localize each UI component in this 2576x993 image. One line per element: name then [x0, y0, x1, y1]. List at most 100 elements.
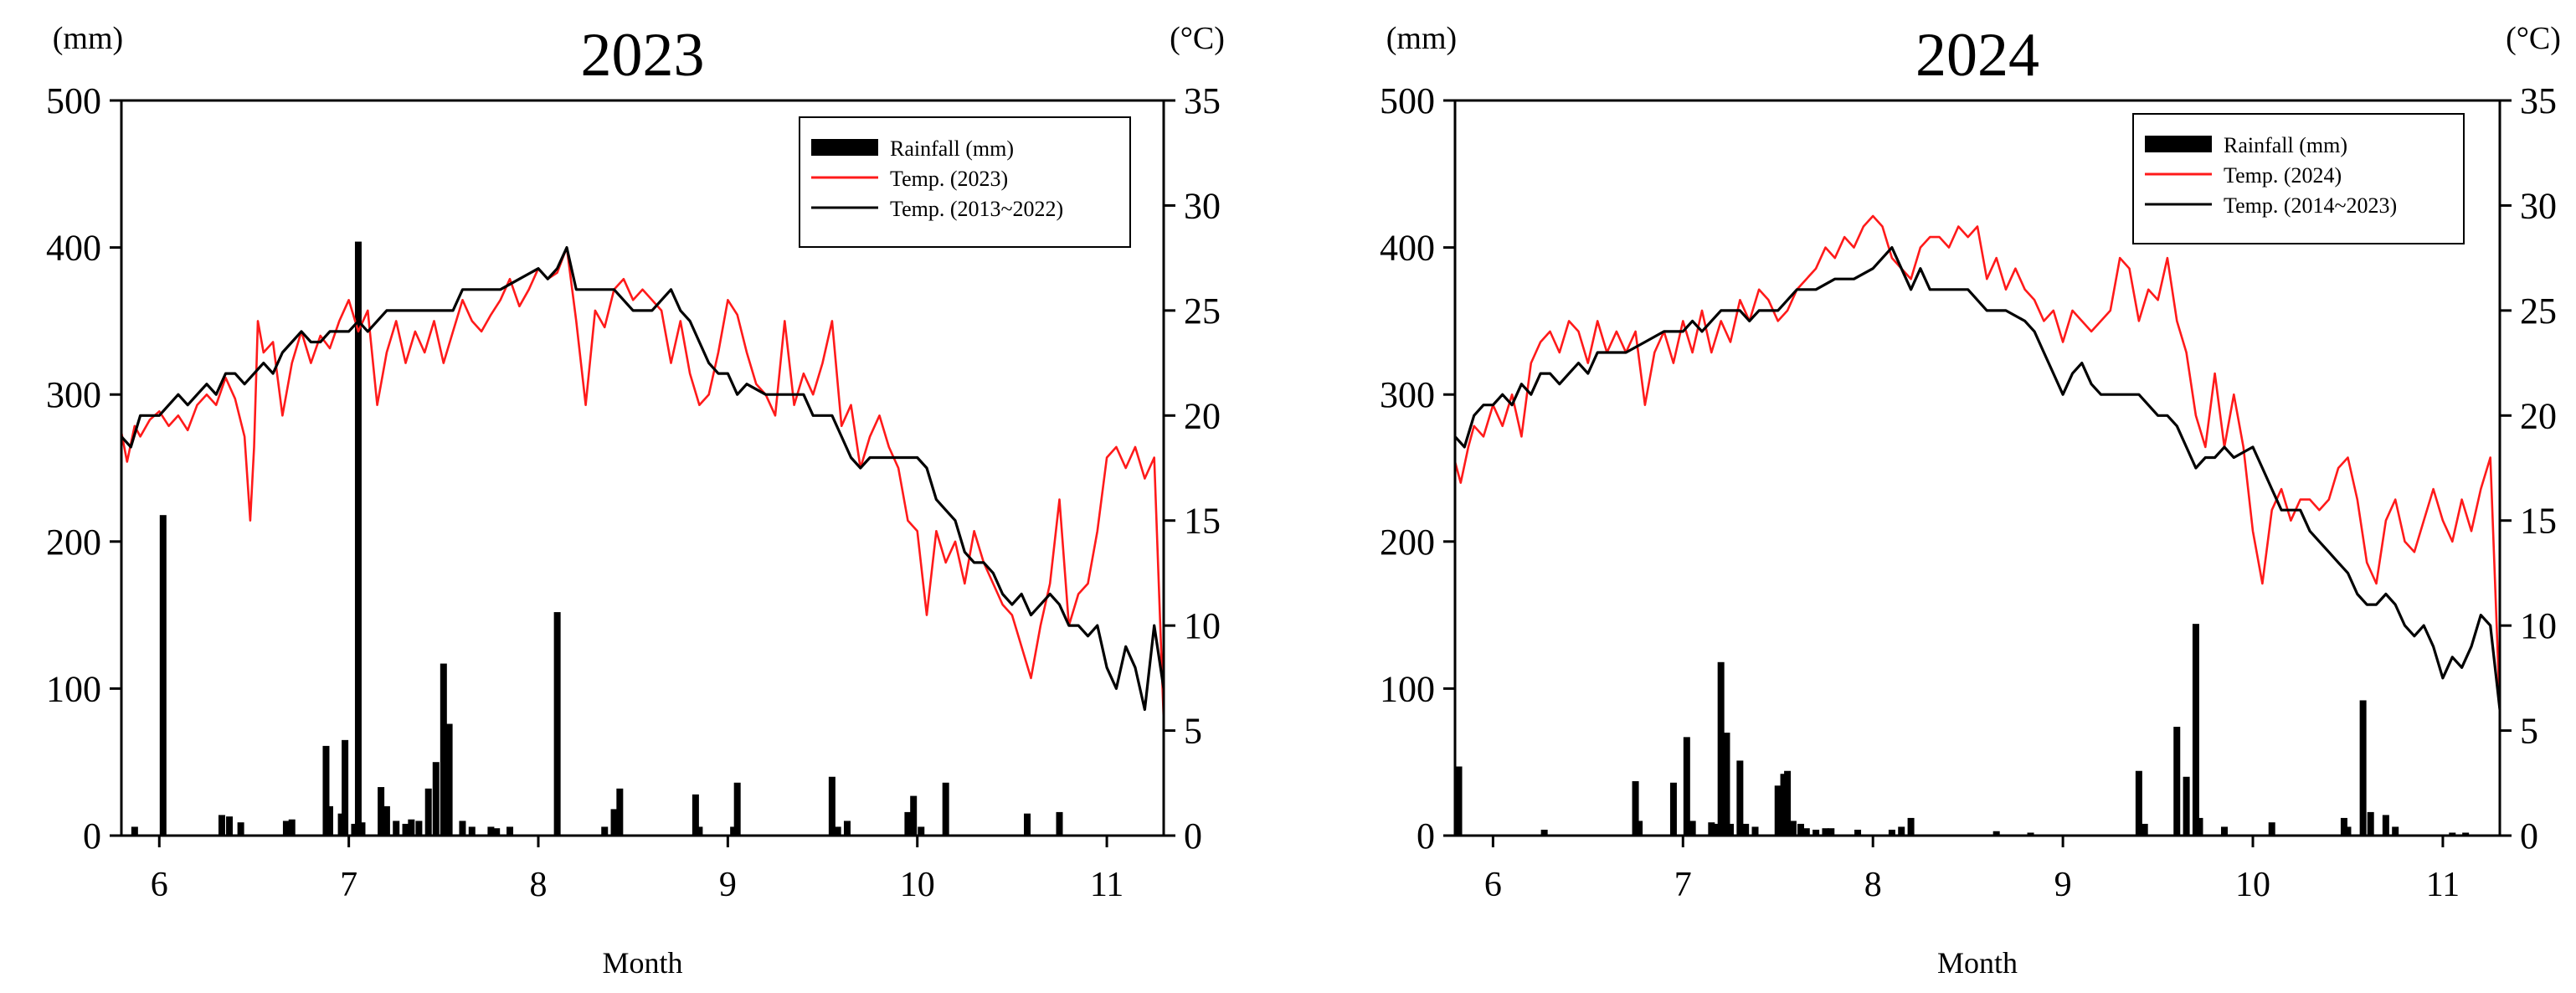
- rainfall-bar: [1812, 829, 1820, 836]
- rainfall-bar: [445, 723, 453, 836]
- rainfall-bar: [342, 739, 349, 836]
- left-axis-unit: (mm): [53, 21, 123, 56]
- x-tick-label: 6: [151, 866, 168, 904]
- rainfall-bar: [1727, 823, 1735, 836]
- legend-label: Temp. (2014~2023): [2224, 193, 2397, 218]
- rainfall-bar: [493, 828, 501, 836]
- right-tick-label: 30: [2520, 185, 2557, 226]
- x-tick-label: 9: [2054, 866, 2072, 904]
- rainfall-bar: [1828, 828, 1835, 836]
- plot-frame: [120, 99, 1165, 837]
- temp-current-line: [1453, 214, 2501, 710]
- legend-rainfall-swatch: [811, 139, 878, 156]
- right-tick-label: 35: [1184, 80, 1221, 121]
- rainfall-bar: [393, 821, 400, 836]
- rainfall-bar: [1888, 829, 1895, 836]
- x-tick-label: 10: [900, 866, 935, 904]
- rainfall-bar: [2183, 776, 2190, 836]
- chart-2023: 2023 (mm) (°C) Month 0 100 200 300 400 500 0 5 10 15 2…: [46, 21, 1225, 980]
- rainfall-bar: [2367, 811, 2374, 836]
- rainfall-bar: [282, 821, 290, 836]
- rainfall-bar: [358, 822, 366, 836]
- rainfall-bar: [918, 826, 925, 836]
- left-axis-unit: (mm): [1386, 21, 1457, 56]
- rainfall-bar: [1689, 821, 1696, 836]
- rainfall-bar: [1723, 733, 1730, 836]
- rainfall-bar: [1789, 821, 1797, 836]
- right-tick-label: 5: [1184, 711, 1202, 752]
- x-tick-label: 7: [1674, 866, 1692, 904]
- plot-frame: [1453, 99, 2501, 837]
- x-axis-label: Month: [1937, 946, 2018, 980]
- rainfall-bar: [696, 826, 703, 836]
- x-tick-label: 8: [530, 866, 548, 904]
- rainfall-bar: [131, 826, 138, 836]
- rainfall-bar: [218, 815, 225, 836]
- rainfall-bar: [904, 811, 912, 836]
- rainfall-bar: [506, 826, 514, 836]
- rainfall-bar: [2449, 832, 2456, 836]
- left-tick-label: 200: [1380, 522, 1435, 563]
- right-tick-label: 15: [2520, 501, 2557, 542]
- rainfall-bar: [337, 813, 345, 836]
- rainfall-bar: [2027, 832, 2034, 836]
- rainfall-bar: [1742, 823, 1750, 836]
- legend-label: Rainfall (mm): [2224, 133, 2347, 157]
- rainfall-bar: [424, 788, 432, 836]
- rainfall-bar: [730, 826, 738, 836]
- rainfall-bar: [2220, 826, 2228, 836]
- rainfall-bar: [408, 819, 415, 836]
- rainfall-bar: [1683, 737, 1690, 836]
- rainfall-bar: [1784, 770, 1792, 836]
- rainfall-bar: [237, 822, 244, 836]
- rainfall-bar: [1774, 785, 1782, 836]
- rainfall-bar: [1455, 766, 1463, 836]
- rainfall-bar: [487, 826, 495, 836]
- x-tick-label: 9: [719, 866, 737, 904]
- rainfall-bar: [1898, 826, 1905, 836]
- rainfall-bar: [834, 826, 841, 836]
- left-tick-label: 300: [1380, 374, 1435, 415]
- left-tick-label: 400: [1380, 228, 1435, 269]
- rainfall-bar: [1907, 817, 1915, 836]
- rainfall-bar: [733, 782, 741, 836]
- rainfall-bar: [1797, 823, 1804, 836]
- rainfall-bar: [1780, 774, 1787, 836]
- rainfall-bar: [459, 821, 466, 836]
- x-tick-label: 8: [1864, 866, 1882, 904]
- legend-label: Temp. (2024): [2224, 163, 2342, 188]
- rainfall-bar: [2462, 832, 2470, 836]
- rainfall-bar: [468, 826, 476, 836]
- rainfall-bar: [942, 782, 949, 836]
- rainfall-bar: [2382, 815, 2389, 836]
- right-axis-unit: (°C): [1170, 21, 1225, 56]
- rainfall-bar: [2173, 727, 2181, 836]
- rainfall-bar: [440, 663, 447, 836]
- rainfall-bar: [2268, 822, 2275, 836]
- rainfall-bar: [2359, 700, 2367, 836]
- rainfall-bar: [1802, 828, 1810, 836]
- rainfall-bar: [1736, 760, 1744, 836]
- rainfall-bar: [1708, 822, 1715, 836]
- legend-label: Rainfall (mm): [890, 136, 1014, 161]
- rainfall-bar: [1540, 829, 1548, 836]
- rainfall-bar: [2392, 826, 2399, 836]
- rainfall-bar: [354, 241, 362, 836]
- chart-2024: 2024 (mm) (°C) Month 0 100 200 300 400 500 0 5 10 15 2…: [1380, 21, 2561, 980]
- rainfall-bar: [1714, 823, 1721, 836]
- rainfall-bar: [2141, 823, 2148, 836]
- left-tick-label: 200: [46, 522, 101, 563]
- right-tick-label: 20: [1184, 395, 1221, 436]
- chart-title: 2024: [1915, 21, 2039, 90]
- rainfall-bar: [1056, 811, 1063, 836]
- x-tick-label: 6: [1484, 866, 1502, 904]
- rainfall-bars: [131, 241, 1063, 836]
- right-tick-label: 20: [2520, 395, 2557, 436]
- left-tick-label: 500: [46, 80, 101, 121]
- x-tick-label: 7: [340, 866, 357, 904]
- temp-normal-line: [120, 246, 1165, 712]
- legend-rainfall-swatch: [2145, 136, 2212, 152]
- rainfall-bar: [910, 795, 918, 836]
- x-tick-label: 11: [2426, 866, 2460, 904]
